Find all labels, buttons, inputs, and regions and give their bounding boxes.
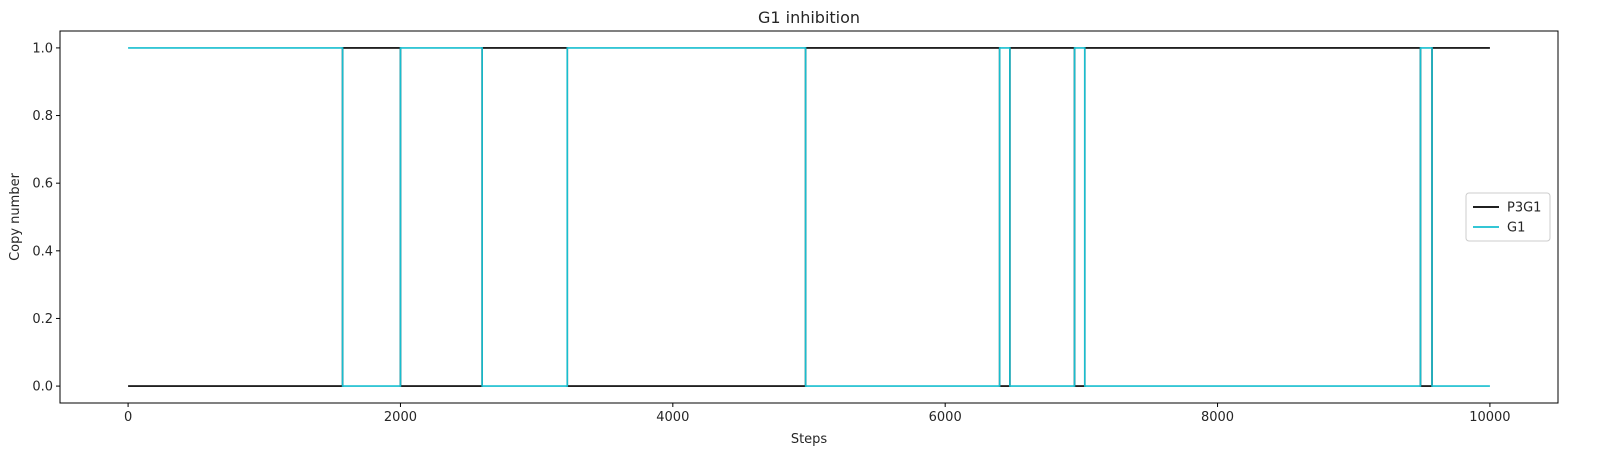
series-line-g1 xyxy=(128,47,1490,387)
x-tick-label: 0 xyxy=(124,410,132,425)
y-tick-label: 0.8 xyxy=(32,109,53,124)
plot-area xyxy=(59,30,1559,404)
y-tick-label: 0.6 xyxy=(32,177,53,192)
y-axis-label: Copy number xyxy=(8,172,23,261)
y-tick-label: 0.2 xyxy=(32,312,53,327)
legend-label: G1 xyxy=(1507,221,1525,236)
x-tick-label: 4000 xyxy=(656,410,689,425)
legend: P3G1 G1 xyxy=(1465,192,1551,242)
chart-title: G1 inhibition xyxy=(758,8,860,27)
series-line-p3g1 xyxy=(128,47,1490,387)
x-axis-label: Steps xyxy=(791,432,828,447)
x-tick-label: 2000 xyxy=(384,410,417,425)
x-tick-label: 8000 xyxy=(1201,410,1234,425)
y-tick-label: 0.0 xyxy=(32,380,53,395)
legend-label: P3G1 xyxy=(1507,201,1541,216)
y-tick-label: 0.4 xyxy=(32,244,53,259)
y-axis: 0.0 0.2 0.4 0.6 0.8 1.0 xyxy=(32,41,60,395)
x-tick-label: 6000 xyxy=(929,410,962,425)
y-tick-label: 1.0 xyxy=(32,41,53,56)
x-axis: 0 2000 4000 6000 8000 10000 xyxy=(124,403,1511,425)
plot-frame xyxy=(59,30,1559,404)
x-tick-label: 10000 xyxy=(1469,410,1510,425)
series-layer xyxy=(128,47,1490,387)
legend-box xyxy=(1465,192,1551,242)
